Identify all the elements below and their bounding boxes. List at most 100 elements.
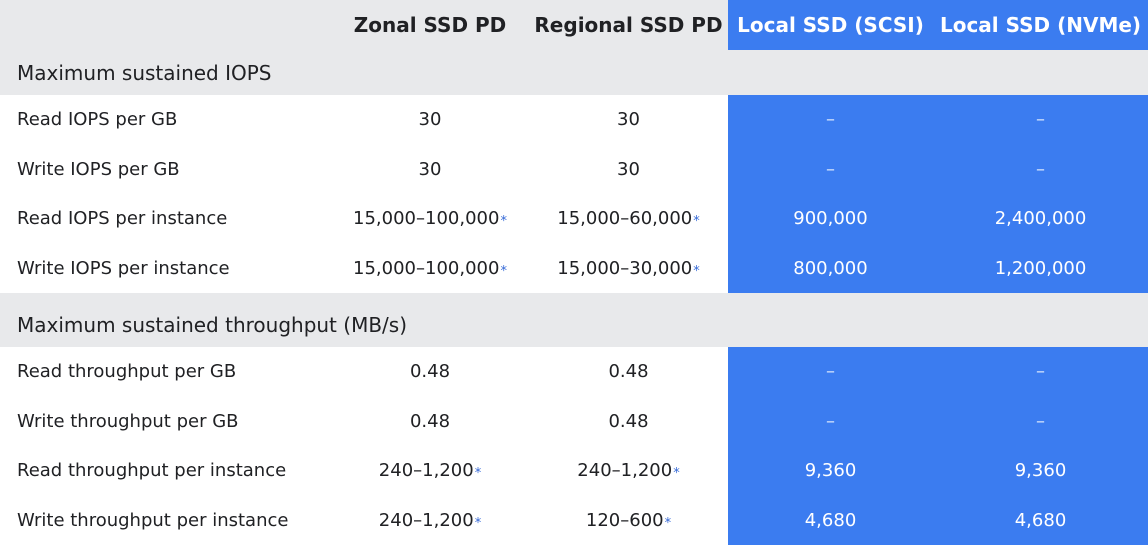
footnote-asterisk: * bbox=[693, 214, 700, 229]
cell-regional-ssd-pd-value: 30 bbox=[617, 159, 640, 180]
cell-local-ssd-nvme: – bbox=[933, 145, 1148, 195]
cell-local-ssd-scsi: 900,000 bbox=[728, 194, 933, 244]
row-label: Write IOPS per instance bbox=[0, 244, 331, 294]
cell-zonal-ssd-pd: 30 bbox=[331, 145, 529, 195]
cell-local-ssd-scsi-value: – bbox=[826, 361, 835, 382]
cell-zonal-ssd-pd: 15,000–100,000* bbox=[331, 244, 529, 294]
cell-regional-ssd-pd: 0.48 bbox=[529, 397, 728, 447]
cell-zonal-ssd-pd: 15,000–100,000* bbox=[331, 194, 529, 244]
footnote-asterisk: * bbox=[500, 214, 507, 229]
cell-regional-ssd-pd: 240–1,200* bbox=[529, 446, 728, 496]
cell-local-ssd-nvme: 4,680 bbox=[933, 496, 1148, 545]
cell-regional-ssd-pd: 30 bbox=[529, 95, 728, 145]
cell-local-ssd-scsi: – bbox=[728, 347, 933, 397]
row-label-value: Read IOPS per instance bbox=[17, 208, 227, 229]
cell-local-ssd-nvme: – bbox=[933, 347, 1148, 397]
row-label: Read throughput per instance bbox=[0, 446, 331, 496]
cell-regional-ssd-pd-value: 0.48 bbox=[608, 361, 648, 382]
cell-local-ssd-scsi-value: – bbox=[826, 109, 835, 130]
cell-local-ssd-nvme-value: – bbox=[1036, 159, 1045, 180]
cell-regional-ssd-pd-value: 0.48 bbox=[608, 411, 648, 432]
cell-local-ssd-scsi-value: – bbox=[826, 411, 835, 432]
table-row: Write IOPS per GB 30 30 – – bbox=[0, 145, 1148, 195]
cell-zonal-ssd-pd-value: 15,000–100,000 bbox=[353, 258, 499, 279]
cell-regional-ssd-pd: 0.48 bbox=[529, 347, 728, 397]
row-label-value: Write throughput per instance bbox=[17, 510, 288, 531]
cell-local-ssd-scsi: – bbox=[728, 95, 933, 145]
cell-zonal-ssd-pd: 240–1,200* bbox=[331, 446, 529, 496]
cell-zonal-ssd-pd: 30 bbox=[331, 95, 529, 145]
section-title: Maximum sustained throughput (MB/s) bbox=[0, 302, 1148, 347]
cell-local-ssd-scsi-value: – bbox=[826, 159, 835, 180]
cell-regional-ssd-pd: 15,000–30,000* bbox=[529, 244, 728, 294]
row-label-value: Write throughput per GB bbox=[17, 411, 239, 432]
cell-zonal-ssd-pd-value: 240–1,200 bbox=[379, 510, 474, 531]
cell-local-ssd-nvme-value: 2,400,000 bbox=[995, 208, 1087, 229]
cell-local-ssd-nvme-value: – bbox=[1036, 109, 1045, 130]
row-label: Read throughput per GB bbox=[0, 347, 331, 397]
header-row: Zonal SSD PD Regional SSD PD Local SSD (… bbox=[0, 0, 1148, 50]
cell-local-ssd-scsi-value: 9,360 bbox=[805, 460, 857, 481]
section-gap-cell bbox=[0, 293, 1148, 302]
cell-regional-ssd-pd-value: 15,000–30,000 bbox=[557, 258, 692, 279]
header-local-ssd-scsi: Local SSD (SCSI) bbox=[728, 0, 933, 50]
row-label: Write throughput per GB bbox=[0, 397, 331, 447]
cell-local-ssd-scsi: – bbox=[728, 397, 933, 447]
cell-regional-ssd-pd-value: 240–1,200 bbox=[577, 460, 672, 481]
footnote-asterisk: * bbox=[665, 516, 672, 531]
cell-zonal-ssd-pd: 0.48 bbox=[331, 397, 529, 447]
cell-zonal-ssd-pd-value: 0.48 bbox=[410, 411, 450, 432]
footnote-asterisk: * bbox=[475, 516, 482, 531]
footnote-asterisk: * bbox=[500, 264, 507, 279]
cell-local-ssd-scsi-value: 800,000 bbox=[793, 258, 867, 279]
cell-zonal-ssd-pd-value: 0.48 bbox=[410, 361, 450, 382]
row-label: Read IOPS per GB bbox=[0, 95, 331, 145]
cell-local-ssd-nvme: 1,200,000 bbox=[933, 244, 1148, 294]
cell-local-ssd-nvme-value: 4,680 bbox=[1015, 510, 1067, 531]
header-regional-ssd-pd: Regional SSD PD bbox=[529, 0, 728, 50]
section-header-row: Maximum sustained IOPS bbox=[0, 50, 1148, 95]
row-label: Write throughput per instance bbox=[0, 496, 331, 545]
cell-zonal-ssd-pd-value: 30 bbox=[419, 159, 442, 180]
cell-zonal-ssd-pd-value: 30 bbox=[419, 109, 442, 130]
row-label-value: Read throughput per instance bbox=[17, 460, 286, 481]
row-label-value: Write IOPS per instance bbox=[17, 258, 230, 279]
footnote-asterisk: * bbox=[475, 466, 482, 481]
cell-regional-ssd-pd-value: 120–600 bbox=[586, 510, 664, 531]
cell-zonal-ssd-pd: 0.48 bbox=[331, 347, 529, 397]
cell-regional-ssd-pd-value: 30 bbox=[617, 109, 640, 130]
section-header-row: Maximum sustained throughput (MB/s) bbox=[0, 302, 1148, 347]
cell-zonal-ssd-pd: 240–1,200* bbox=[331, 496, 529, 545]
cell-regional-ssd-pd-value: 15,000–60,000 bbox=[557, 208, 692, 229]
cell-local-ssd-nvme-value: – bbox=[1036, 411, 1045, 432]
cell-regional-ssd-pd: 15,000–60,000* bbox=[529, 194, 728, 244]
cell-local-ssd-nvme: – bbox=[933, 397, 1148, 447]
header-zonal-ssd-pd: Zonal SSD PD bbox=[331, 0, 529, 50]
cell-local-ssd-nvme-value: – bbox=[1036, 361, 1045, 382]
cell-local-ssd-scsi-value: 900,000 bbox=[793, 208, 867, 229]
table-row: Write throughput per GB 0.48 0.48 – – bbox=[0, 397, 1148, 447]
row-label: Write IOPS per GB bbox=[0, 145, 331, 195]
header-local-ssd-nvme: Local SSD (NVMe) bbox=[933, 0, 1148, 50]
cell-local-ssd-nvme-value: 1,200,000 bbox=[995, 258, 1087, 279]
row-label: Read IOPS per instance bbox=[0, 194, 331, 244]
cell-local-ssd-nvme: – bbox=[933, 95, 1148, 145]
table-row: Read throughput per GB 0.48 0.48 – – bbox=[0, 347, 1148, 397]
cell-local-ssd-nvme: 9,360 bbox=[933, 446, 1148, 496]
section-gap bbox=[0, 293, 1148, 302]
cell-local-ssd-scsi-value: 4,680 bbox=[805, 510, 857, 531]
row-label-value: Write IOPS per GB bbox=[17, 159, 180, 180]
footnote-asterisk: * bbox=[673, 466, 680, 481]
cell-local-ssd-scsi: 800,000 bbox=[728, 244, 933, 294]
cell-local-ssd-nvme-value: 9,360 bbox=[1015, 460, 1067, 481]
footnote-asterisk: * bbox=[693, 264, 700, 279]
cell-local-ssd-nvme: 2,400,000 bbox=[933, 194, 1148, 244]
table-row: Read IOPS per GB 30 30 – – bbox=[0, 95, 1148, 145]
cell-zonal-ssd-pd-value: 15,000–100,000 bbox=[353, 208, 499, 229]
cell-regional-ssd-pd: 30 bbox=[529, 145, 728, 195]
